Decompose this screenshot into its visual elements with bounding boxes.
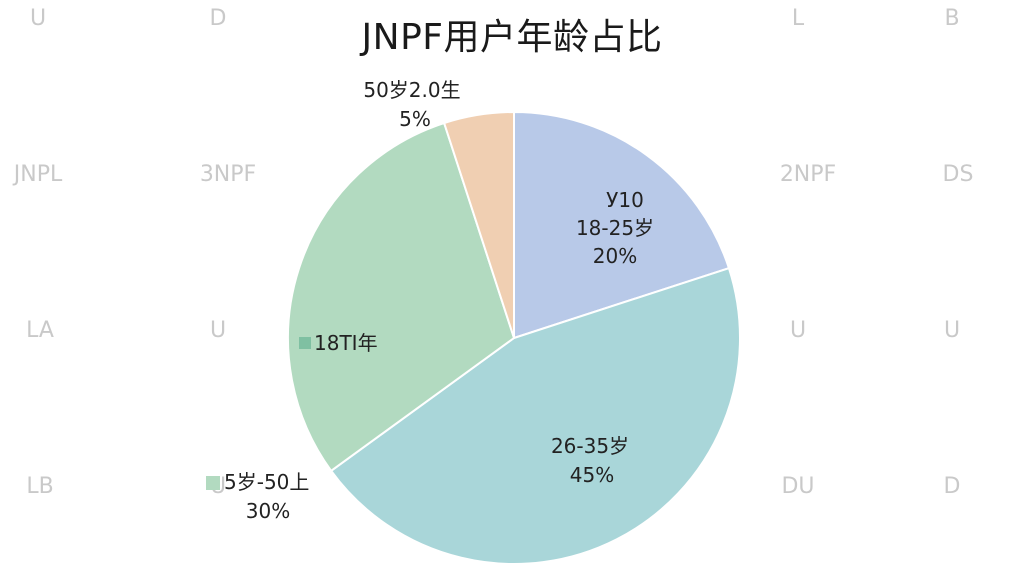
watermark-text: U: [29, 6, 47, 31]
slice-percent-26-35: 45%: [570, 463, 614, 487]
slice-extra-label: У10: [606, 188, 644, 212]
pie-slice: [329, 266, 741, 565]
watermark-text: LB: [26, 474, 54, 499]
slice-percent-50: 5%: [399, 107, 431, 131]
watermark-text: U: [789, 318, 807, 343]
watermark-text: DS: [942, 162, 974, 187]
watermark-text: U: [943, 318, 961, 343]
legend-swatch: [206, 476, 220, 490]
watermark-text: 2NPF: [779, 162, 837, 187]
slice-percent-18-25: 20%: [593, 244, 637, 268]
watermark-text: 3NPF: [199, 162, 257, 187]
watermark-text: D: [209, 6, 227, 31]
legend-label: 18ТI年: [314, 331, 378, 355]
slice-label-5-50: 5岁-50上: [224, 470, 309, 494]
watermark-text: JNPL: [13, 162, 63, 187]
slice-label-26-35: 26-35岁: [551, 434, 629, 458]
pie-slice: [287, 121, 516, 473]
watermark-text: U: [209, 318, 227, 343]
watermark-text: B: [944, 6, 960, 31]
pie-slice: [442, 110, 515, 339]
slice-label-50: 50岁2.0生: [363, 78, 460, 102]
watermark-text: DU: [781, 474, 815, 499]
watermark-text: L: [791, 6, 805, 31]
legend-swatch: [299, 337, 311, 349]
pie-slice: [513, 110, 731, 340]
watermark-text: LA: [26, 318, 54, 343]
chart-title: JNPF用户年龄占比: [361, 17, 663, 58]
pie-slices: [287, 110, 741, 565]
slice-label-18-25: 18-25岁: [576, 216, 654, 240]
slice-percent-5-50: 30%: [246, 499, 290, 523]
watermark-text: D: [943, 474, 961, 499]
